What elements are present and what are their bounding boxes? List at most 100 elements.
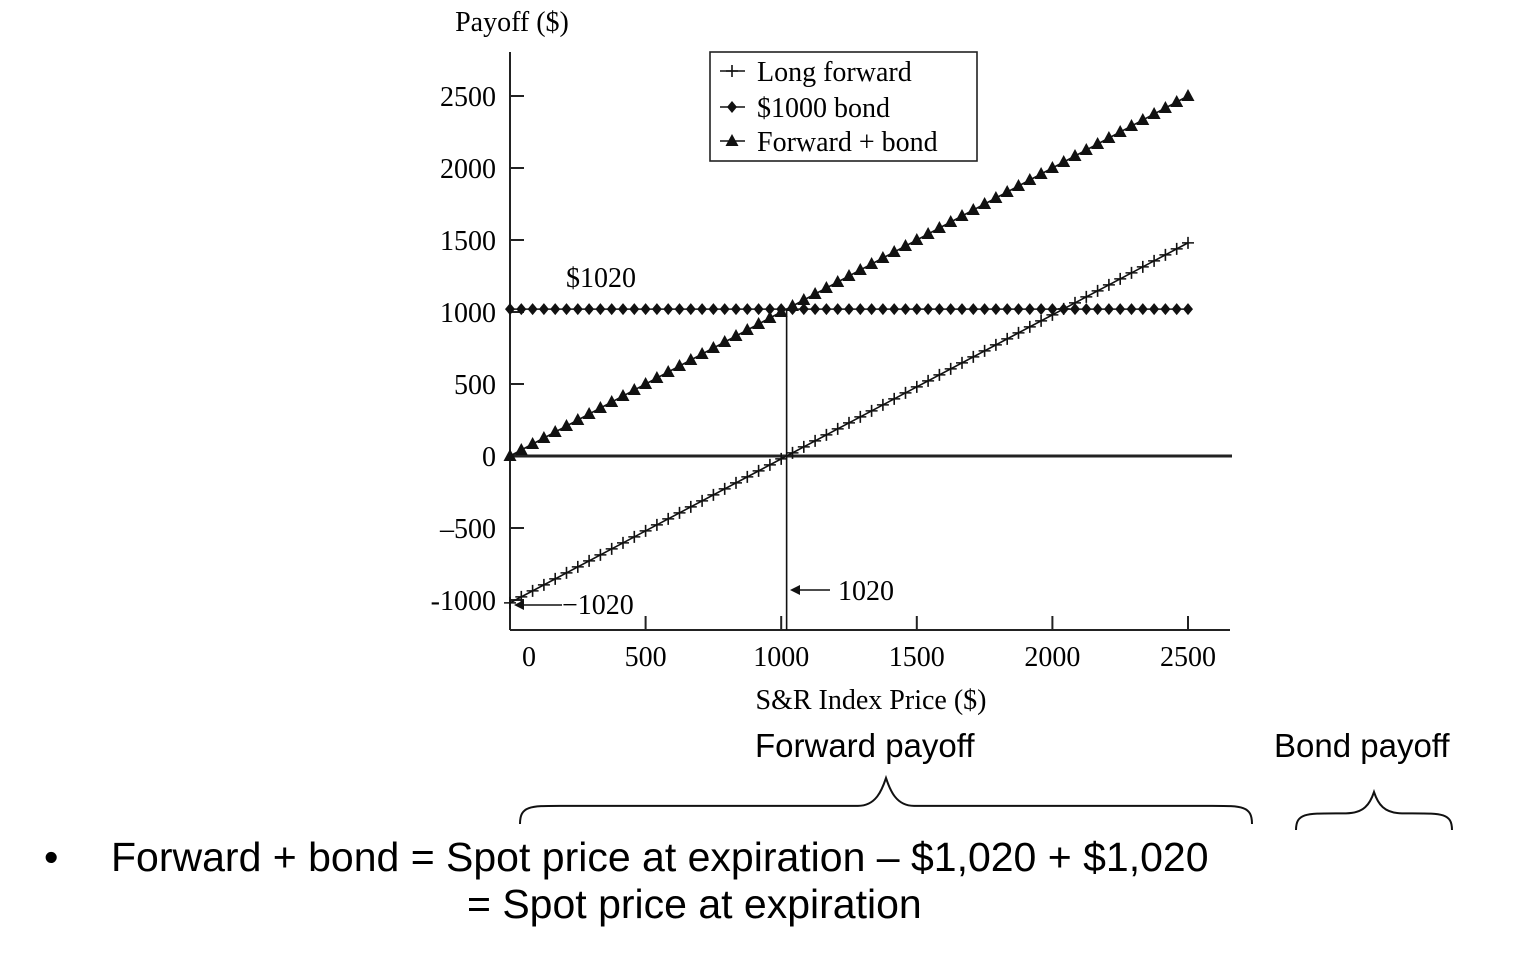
chart-series [503,89,1195,609]
plus-marker [843,416,855,429]
triangle-marker [966,203,980,215]
plus-marker [763,458,776,471]
plus-marker [854,410,867,423]
triangle-marker [729,329,743,341]
triangle-marker [582,407,596,419]
triangle-marker [1079,143,1093,155]
plus-marker [809,434,822,447]
forward-price-arrowhead [790,585,800,595]
plus-marker [933,368,946,381]
y-axis-title: Payoff ($) [455,7,569,38]
plus-marker [1114,272,1127,285]
plus-marker [526,584,539,597]
diamond-marker [1137,303,1148,316]
triangle-marker [1068,149,1082,161]
triangle-marker [695,347,709,359]
plus-marker [1148,254,1161,267]
diamond-marker [516,303,527,316]
triangle-marker [616,389,630,401]
triangle-marker [819,281,833,293]
diamond-marker [1002,303,1013,316]
diamond-marker [561,303,572,316]
plus-marker [1125,266,1138,279]
y-tick-label: -1000 [431,586,496,617]
plus-marker [910,380,923,393]
triangle-marker [571,413,585,425]
diamond-marker [674,303,685,316]
plus-marker [865,404,878,417]
diamond-marker [727,101,737,113]
bond-value-label: $1020 [566,263,636,294]
plus-marker [876,398,889,411]
x-axis-title: S&R Index Price ($) [756,685,987,716]
plus-marker [684,500,697,513]
plus-marker [1001,332,1014,345]
diamond-marker [685,303,696,316]
diamond-marker [866,303,877,316]
plus-marker [1023,320,1036,333]
triangle-marker [718,335,732,347]
plus-marker [1091,284,1104,297]
diamond-marker [1103,303,1114,316]
plus-marker [583,554,596,567]
diamond-marker [945,303,956,316]
diamond-marker [663,303,674,316]
plus-marker [1102,278,1115,291]
diamond-marker [618,303,628,316]
triangle-marker [548,425,562,437]
triangle-marker [560,419,573,431]
triangle-marker [1102,131,1116,143]
series-diamond [505,303,1193,316]
triangle-marker [1125,119,1138,131]
legend-label: Long forward [757,57,912,88]
diamond-marker [527,303,538,316]
plus-marker [617,536,629,549]
triangle-marker [978,197,992,209]
y-tick-label: –500 [439,514,496,545]
triangle-marker [514,443,528,455]
diamond-marker [1126,303,1137,316]
plus-marker [594,548,607,561]
triangle-marker [673,359,686,371]
triangle-marker [650,371,664,383]
triangle-marker [989,191,1003,203]
plus-marker [707,488,720,501]
diamond-marker [1183,303,1193,316]
triangle-marker [661,365,675,377]
diamond-marker [1149,303,1160,316]
triangle-marker [537,431,551,443]
diamond-marker [1115,303,1126,316]
diamond-marker [640,303,651,316]
triangle-marker [774,305,788,317]
diamond-marker [900,303,911,316]
triangle-marker [887,245,901,257]
plus-marker [650,518,663,531]
plus-marker [1159,248,1172,261]
triangle-marker [1136,113,1150,125]
diamond-marker [719,303,730,316]
plus-marker [718,482,731,495]
plus-marker [1080,290,1093,303]
diamond-marker [550,303,561,316]
triangle-marker [684,353,698,365]
plus-marker [1136,260,1149,273]
triangle-marker [706,341,720,353]
triangle-marker [1023,173,1037,185]
y-tick-label: 1500 [440,226,496,257]
legend-label: $1000 bond [757,93,890,124]
forward-payoff-brace [519,774,1253,825]
triangle-marker [944,215,958,227]
formula-line-2: = Spot price at expiration [467,881,922,927]
formula-braces [519,774,1453,831]
triangle-marker [1158,101,1172,113]
legend-label: Forward + bond [757,127,938,158]
triangle-marker [627,383,641,395]
diamond-marker [1013,303,1024,316]
plus-marker [1035,314,1048,327]
triangle-marker [725,134,739,146]
plus-marker [888,392,901,405]
triangle-marker [921,227,935,239]
diamond-marker [1092,303,1103,316]
x-tick-label: 0 [522,642,536,673]
plus-marker [1182,236,1194,249]
